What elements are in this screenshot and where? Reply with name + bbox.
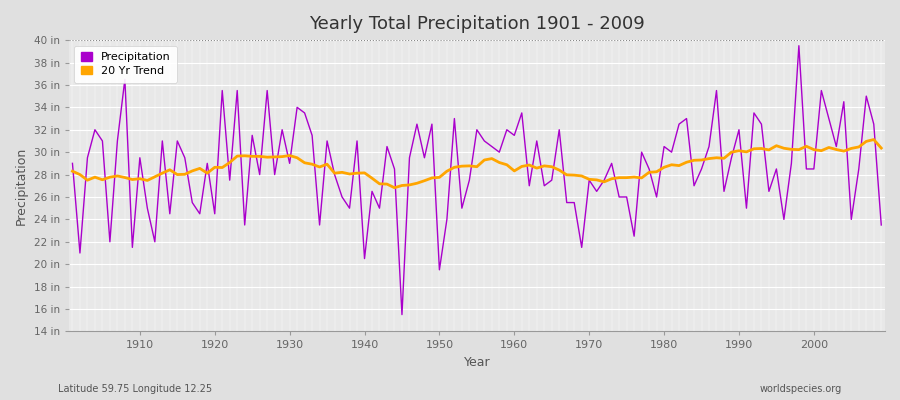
Text: worldspecies.org: worldspecies.org: [760, 384, 842, 394]
Text: Latitude 59.75 Longitude 12.25: Latitude 59.75 Longitude 12.25: [58, 384, 212, 394]
Title: Yearly Total Precipitation 1901 - 2009: Yearly Total Precipitation 1901 - 2009: [309, 15, 644, 33]
X-axis label: Year: Year: [464, 356, 490, 369]
Y-axis label: Precipitation: Precipitation: [15, 147, 28, 225]
Legend: Precipitation, 20 Yr Trend: Precipitation, 20 Yr Trend: [75, 46, 177, 82]
